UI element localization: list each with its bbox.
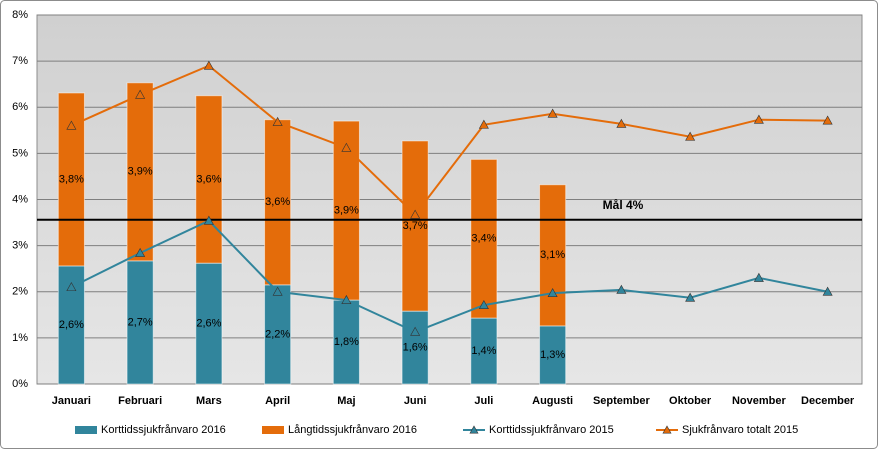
marker [616, 284, 627, 294]
data-label: 3,9% [128, 166, 153, 178]
bar [264, 119, 292, 286]
data-label: 3,6% [196, 173, 221, 185]
marker [135, 247, 146, 257]
marker [341, 142, 352, 152]
marker [341, 294, 352, 304]
y-tick-label: 6% [12, 101, 28, 113]
data-label: 1,6% [403, 341, 428, 353]
bar [332, 299, 360, 385]
data-label: 3,4% [471, 233, 496, 245]
marker [753, 114, 764, 124]
marker [822, 286, 833, 296]
legend-label: Sjukfrånvaro totalt 2015 [682, 424, 798, 436]
x-tick-label: April [265, 395, 290, 407]
marker [272, 116, 283, 126]
data-label: 1,8% [334, 336, 359, 348]
marker [685, 131, 696, 141]
legend-label: Korttidssjukfrånvaro 2016 [101, 424, 226, 436]
data-label: 2,6% [196, 317, 221, 329]
x-tick-label: November [732, 395, 787, 407]
x-tick-label: Juli [474, 395, 493, 407]
marker [753, 272, 764, 282]
bar [470, 158, 498, 319]
legend-swatch [262, 426, 284, 434]
y-tick-label: 4% [12, 193, 28, 205]
marker [410, 326, 421, 336]
marker [135, 89, 146, 99]
data-label: 3,9% [334, 204, 359, 216]
data-label: 3,8% [59, 173, 84, 185]
legend-swatch [75, 426, 97, 434]
x-tick-label: December [801, 395, 855, 407]
bar [126, 82, 154, 262]
x-tick-label: Februari [118, 395, 162, 407]
legend-marker [662, 425, 672, 434]
target-label: Mål 4% [603, 198, 644, 212]
y-tick-label: 8% [12, 9, 28, 21]
data-label: 3,1% [540, 249, 565, 261]
marker [66, 120, 77, 130]
x-tick-label: Oktober [669, 395, 712, 407]
data-label: 2,6% [59, 319, 84, 331]
marker [478, 300, 489, 310]
y-tick-label: 5% [12, 147, 28, 159]
marker [203, 60, 214, 70]
marker [203, 215, 214, 225]
marker [410, 209, 421, 219]
x-tick-label: September [593, 395, 651, 407]
bar [401, 310, 429, 385]
y-tick-label: 1% [12, 332, 28, 344]
marker [66, 282, 77, 292]
data-label: 1,4% [471, 345, 496, 357]
bar [470, 317, 498, 385]
legend-label: Långtidssjukfrånvaro 2016 [288, 424, 417, 436]
marker [547, 108, 558, 118]
y-tick-label: 7% [12, 55, 28, 67]
data-label: 3,7% [403, 220, 428, 232]
x-tick-label: Juni [404, 395, 427, 407]
y-tick-label: 3% [12, 240, 28, 252]
marker [822, 115, 833, 125]
data-label: 3,6% [265, 196, 290, 208]
legend-label: Korttidssjukfrånvaro 2015 [489, 424, 614, 436]
bar [195, 95, 223, 264]
marker [478, 119, 489, 129]
bar [539, 184, 567, 327]
data-label: 2,2% [265, 328, 290, 340]
bar [264, 284, 292, 385]
legend-marker [469, 425, 479, 434]
bar [401, 140, 429, 312]
marker [272, 286, 283, 296]
marker [616, 118, 627, 128]
line [70, 219, 828, 333]
y-tick-label: 0% [12, 378, 28, 390]
marker [547, 288, 558, 298]
x-tick-label: Mars [196, 395, 222, 407]
data-label: 1,3% [540, 349, 565, 361]
x-tick-label: Maj [337, 395, 355, 407]
line [70, 64, 828, 217]
y-tick-label: 2% [12, 286, 28, 298]
x-tick-label: Januari [52, 395, 91, 407]
x-tick-label: Augusti [532, 395, 573, 407]
data-label: 2,7% [128, 316, 153, 328]
marker [685, 292, 696, 302]
